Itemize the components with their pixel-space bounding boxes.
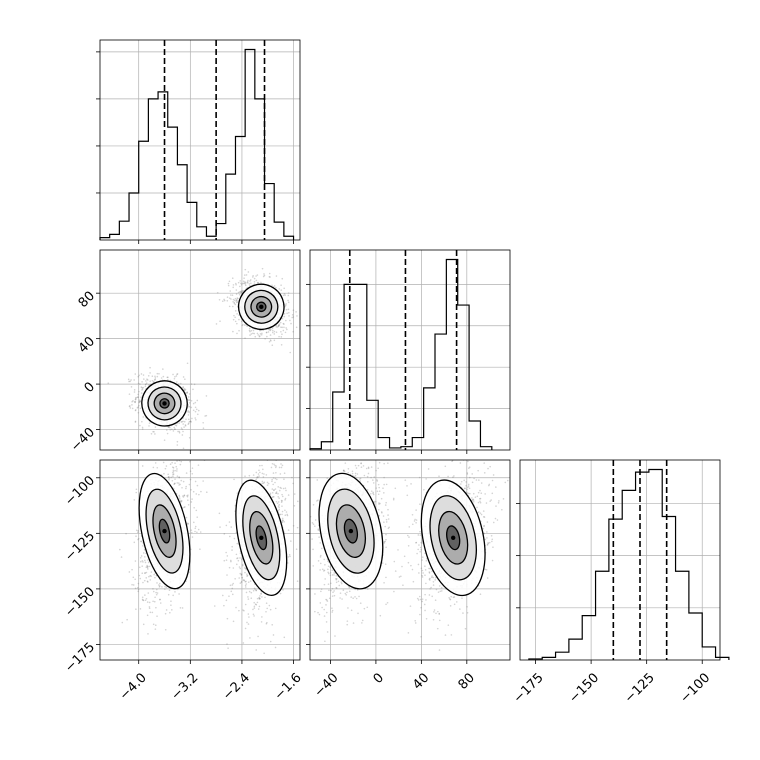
x-tick-label: 0 [371,670,387,686]
contour-panel-0-1 [96,249,301,454]
histogram-bar [255,99,265,240]
histogram-bar [689,613,702,660]
histogram-bar [321,442,332,450]
x-tick-label: −175 [511,670,547,706]
y-tick-label: −40 [68,425,98,455]
histogram-bar [569,639,582,660]
x-tick-label: −3.2 [168,670,201,703]
histogram-bar [582,616,595,660]
x-tick-label: −40 [312,670,342,700]
mode-marker [348,528,354,534]
histogram-bar [556,652,569,660]
x-tick-label: −125 [622,670,658,706]
mode-marker [162,401,167,406]
y-tick-label: −175 [62,640,98,676]
histogram-panel-1 [306,249,511,454]
y-tick-label: −125 [62,529,98,565]
histogram-bar [245,50,255,240]
y-tick-label: −100 [62,473,98,509]
histogram-bar [333,392,344,450]
histogram-bar [424,388,435,450]
y-tick-label: −150 [62,584,98,620]
histogram-bar [469,421,480,450]
panel-frame [309,459,511,661]
panel-frame [99,39,301,241]
histogram-outline [528,468,730,660]
histogram-bar [139,141,149,240]
y-tick-label: 0 [82,380,98,396]
panel-frame [99,249,301,451]
histogram-bar [197,227,207,240]
histogram-bar [596,571,609,660]
histogram-bar [367,400,378,450]
histogram-bar [649,470,662,660]
y-tick-label: 40 [76,334,98,356]
panel-frame [99,459,301,661]
x-tick-label: 80 [456,670,478,692]
histogram-bar [412,438,423,450]
histogram-bar [435,334,446,450]
histogram-bar [676,571,689,660]
histogram-panel-2 [516,459,730,664]
mode-marker [162,528,167,534]
histogram-bar [662,516,675,660]
mode-marker [259,304,264,310]
histogram-bar [110,234,120,240]
histogram-bar [458,305,469,450]
x-tick-label: −1.6 [272,670,305,703]
x-tick-label: −100 [677,670,713,706]
histogram-bar [226,174,236,240]
histogram-bar [168,127,178,240]
x-tick-label: −150 [566,670,602,706]
histogram-bar [378,438,389,450]
panel-frame [309,249,511,451]
panel-frame [519,459,721,661]
histogram-bar [702,647,715,660]
x-tick-label: −2.4 [220,670,253,703]
histogram-panel-0 [96,39,301,244]
y-tick-label: 80 [76,289,98,311]
x-tick-label: −4.0 [117,670,150,703]
contour-content [119,460,299,655]
histogram-bar [609,519,622,660]
histogram-bar [158,92,168,240]
contour-panel-1-2 [306,459,511,664]
contour-content [310,460,509,651]
histogram-outline [309,258,493,450]
histogram-bar [216,224,226,240]
contour-content [107,267,298,450]
x-tick-label: 40 [410,670,432,692]
histogram-bar [274,222,284,240]
histogram-bar [177,165,187,240]
histogram-bar [187,202,197,240]
histogram-bar [235,137,245,240]
histogram-bar [265,184,275,240]
histogram-bar [148,99,158,240]
histogram-bar [119,221,129,240]
mode-marker [450,535,456,540]
histogram-bar [129,193,139,240]
histogram-bar [622,490,635,660]
mode-marker [259,535,264,540]
contour-panel-0-2 [96,459,301,664]
